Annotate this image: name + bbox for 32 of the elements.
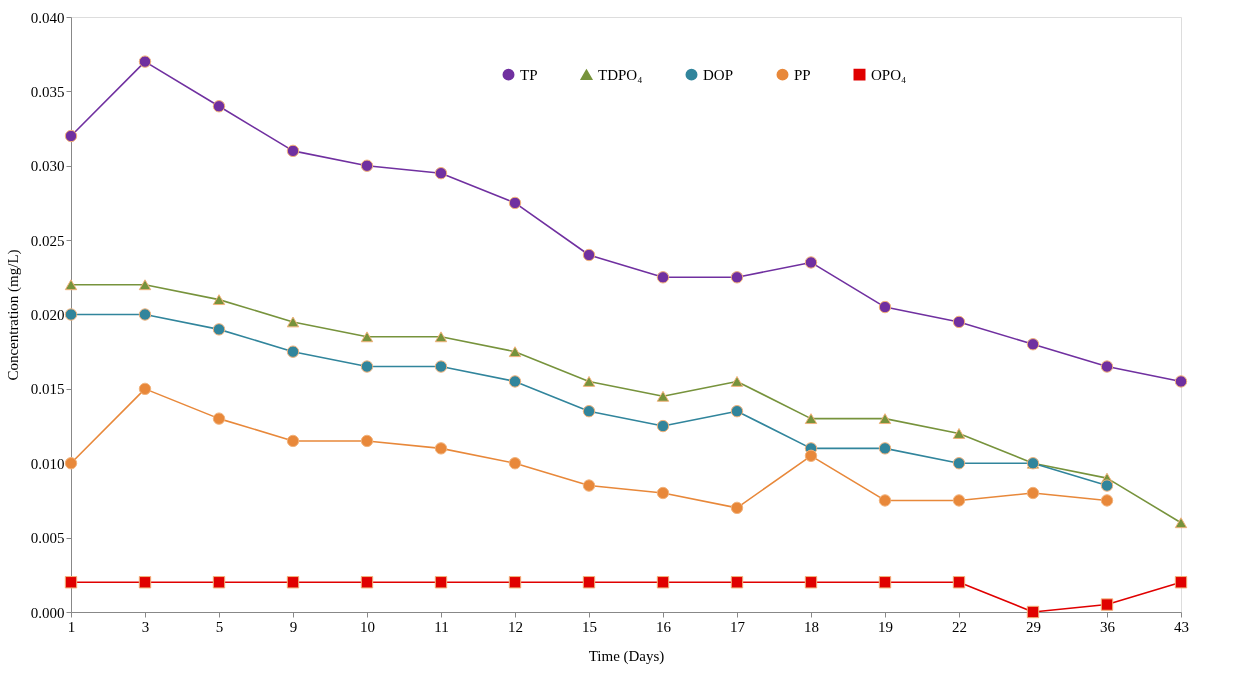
x-tick-label: 19 [878,618,893,635]
x-tick-label: 15 [582,618,597,635]
x-tick-label: 9 [289,618,298,635]
x-axis-title: Time (Days) [588,647,665,665]
legend-label: OPO₄ [871,66,907,83]
y-tick-label: 0.035 [30,83,65,100]
x-tick-label: 12 [508,618,523,635]
legend-label: TDPO₄ [598,66,643,83]
x-tick-label: 3 [141,618,150,635]
x-tick-label: 10 [360,618,375,635]
y-tick-label: 0.025 [30,232,65,249]
y-tick-label: 0.040 [30,9,65,26]
x-tick-label: 22 [952,618,967,635]
legend-label: PP [794,66,811,83]
x-tick-label: 16 [656,618,672,635]
x-tick-label: 36 [1100,618,1116,635]
y-tick-label: 0.005 [30,530,65,547]
y-tick-label: 0.020 [30,307,65,323]
x-tick-label: 29 [1026,618,1041,635]
x-tick-label: 43 [1174,618,1189,635]
y-tick-label: 0.000 [30,604,65,621]
x-tick-label: 5 [215,618,224,635]
legend-label: DOP [703,66,734,83]
x-tick-label: 17 [730,618,746,635]
y-axis-title: Concentration (mg/L) [4,249,22,381]
legend-label: TP [520,66,538,83]
y-tick-label: 0.010 [30,455,65,472]
y-tick-label: 0.030 [30,158,65,175]
x-tick-label: 11 [434,618,449,635]
y-tick-label: 0.015 [30,381,65,398]
x-tick-label: 18 [804,618,819,635]
x-tick-label: 1 [67,618,76,635]
